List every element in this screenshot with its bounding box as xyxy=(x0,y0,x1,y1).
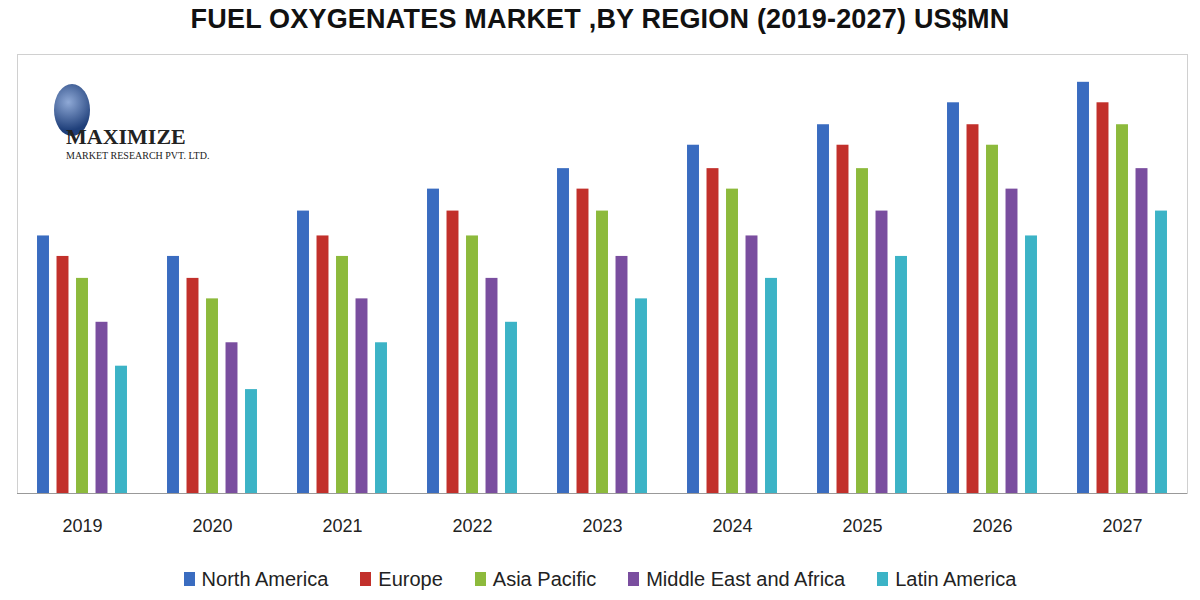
svg-text:2023: 2023 xyxy=(582,516,622,536)
svg-text:2024: 2024 xyxy=(712,516,752,536)
svg-text:2020: 2020 xyxy=(192,516,232,536)
html-text:Europe: Europe xyxy=(378,567,443,590)
html-text:MAXIMIZE: MAXIMIZE xyxy=(66,124,186,149)
svg-text:2019: 2019 xyxy=(62,516,102,536)
html-text:Middle East and Africa: Middle East and Africa xyxy=(646,567,846,590)
svg-text:2027: 2027 xyxy=(1102,516,1142,536)
svg-text:2021: 2021 xyxy=(322,516,362,536)
html-text:Asia Pacific: Asia Pacific xyxy=(492,567,597,590)
html-text:Latin America: Latin America xyxy=(895,567,1017,590)
html-text:FUEL OXYGENATES MARKET ,BY REG: FUEL OXYGENATES MARKET ,BY REGION (2019-… xyxy=(190,4,1010,34)
html-text:North America: North America xyxy=(201,567,329,590)
svg-text:2022: 2022 xyxy=(452,516,492,536)
svg-text:2025: 2025 xyxy=(842,516,882,536)
svg-text:2026: 2026 xyxy=(972,516,1012,536)
html-text:MARKET RESEARCH PVT. LTD.: MARKET RESEARCH PVT. LTD. xyxy=(66,150,210,161)
